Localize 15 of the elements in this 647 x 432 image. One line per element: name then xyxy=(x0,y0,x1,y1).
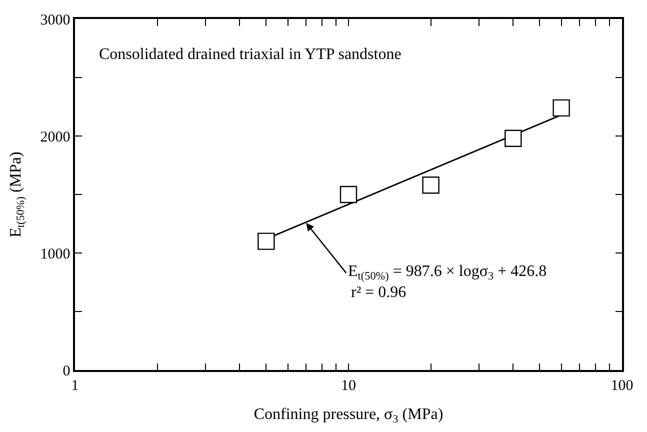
annotation: E$_{t(50%)}$ = 987.6 × logσ$_{3}$ + 426.8 xyxy=(348,263,547,282)
y-tick-label: 1000 xyxy=(40,246,70,262)
y-tick-label: 0 xyxy=(62,363,70,380)
point xyxy=(340,186,358,204)
x-axis-title: Confining pressure, σ$_{3}$ (MPa) xyxy=(254,406,444,426)
x-tick-label: 1 xyxy=(71,378,79,394)
y-tick-label: 3000 xyxy=(40,12,70,28)
annotation: r² = 0.96 xyxy=(351,284,406,301)
y-tick-label: 2000 xyxy=(40,129,70,146)
x-tick-label: 100 xyxy=(610,378,634,394)
point xyxy=(504,130,522,147)
point xyxy=(258,232,275,250)
x-tick-label: 10 xyxy=(341,378,356,394)
annotation: Consolidated drained triaxial in YTP sandstone xyxy=(99,46,402,63)
point xyxy=(422,176,440,194)
